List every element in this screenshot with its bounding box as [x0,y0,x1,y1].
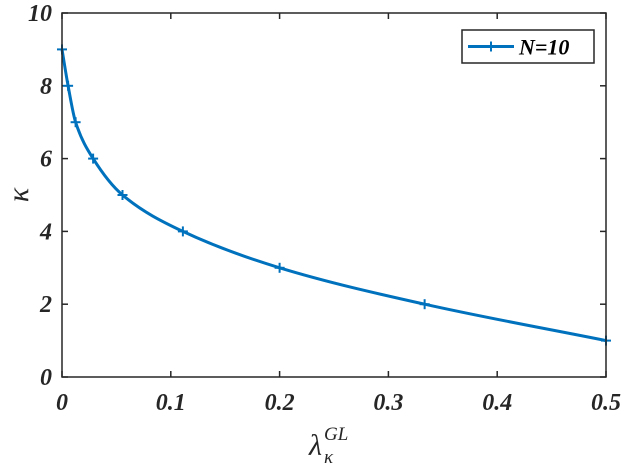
x-tick-label: 0.2 [265,390,295,416]
y-tick-label: 10 [28,1,52,27]
x-axis-label-superscript: GL [324,424,348,445]
tick-labels: 0 0.1 0.2 0.3 0.4 0.5 0 2 4 6 8 10 [28,1,621,416]
x-tick-label: 0.4 [482,390,512,416]
x-tick-label: 0.1 [156,390,186,416]
x-axis-label: λ GL κ [308,424,348,467]
data-point-marker [274,262,285,273]
y-tick-label: 2 [39,292,52,318]
y-tick-label: 8 [40,74,52,100]
y-tick-label: 0 [40,365,52,391]
legend: N=10 [461,29,595,64]
data-point-marker [63,80,74,91]
data-point-marker [419,299,430,310]
plot-area-frame [61,12,607,378]
x-tick-label: 0 [56,390,68,416]
data-point-marker [117,190,128,200]
y-tick-label: 6 [40,147,52,173]
x-axis-label-base: λ [308,429,322,462]
legend-marker-plus [486,41,496,52]
y-axis-label: κ [2,187,35,202]
y-tick-label: 4 [39,219,52,245]
tick-marks [61,12,607,378]
data-point-marker [177,226,188,237]
x-axis-label-subscript: κ [324,447,334,467]
data-point-marker [88,153,99,164]
data-point-marker [70,117,81,128]
x-tick-label: 0.3 [373,390,403,416]
series-layer [57,44,611,346]
legend-entry-label: N=10 [518,35,569,60]
x-tick-label: 0.5 [591,390,621,416]
series-line-N=10 [60,49,607,343]
legend-marker [486,41,496,52]
